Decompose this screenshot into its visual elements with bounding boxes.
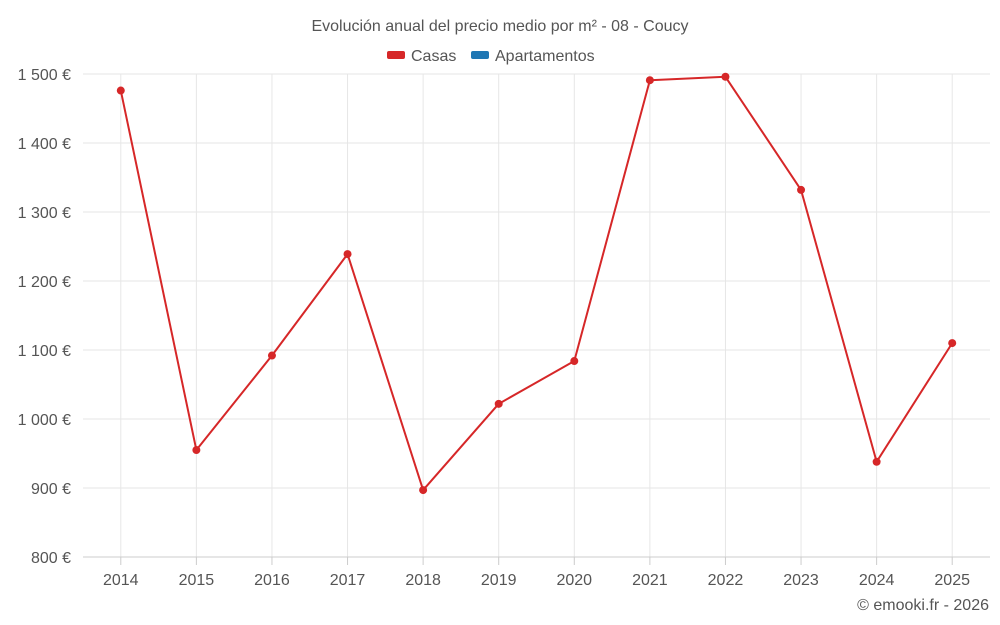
chart-title: Evolución anual del precio medio por m² … [311, 18, 688, 35]
x-tick-label: 2015 [179, 572, 215, 589]
y-tick-label: 1 000 € [18, 412, 71, 429]
y-tick-label: 900 € [31, 481, 71, 498]
y-tick-label: 1 200 € [18, 274, 71, 291]
data-point-2016[interactable] [267, 351, 276, 360]
y-tick-label: 1 100 € [18, 343, 71, 360]
data-point-2014[interactable] [116, 86, 125, 95]
x-tick-label: 2018 [405, 572, 441, 589]
x-tick-label: 2023 [783, 572, 819, 589]
y-tick-label: 800 € [31, 550, 71, 567]
legend: Casas Apartamentos [387, 48, 595, 65]
series-casas [116, 72, 957, 495]
data-point-2020[interactable] [570, 357, 579, 366]
x-tick-label: 2022 [708, 572, 744, 589]
x-tick-label: 2016 [254, 572, 290, 589]
x-tick-label: 2017 [330, 572, 366, 589]
x-gridlines [120, 74, 953, 565]
x-axis-ticks: 2014 2015 2016 2017 2018 2019 2020 2021 2022 2023… [103, 572, 970, 589]
data-point-2023[interactable] [797, 185, 806, 194]
y-tick-label: 1 400 € [18, 136, 71, 153]
x-tick-label: 2024 [859, 572, 895, 589]
x-tick-label: 2021 [632, 572, 668, 589]
data-point-2025[interactable] [948, 339, 957, 348]
x-tick-label: 2019 [481, 572, 517, 589]
data-point-2019[interactable] [494, 399, 503, 408]
y-axis-ticks: 800 € 900 € 1 000 € 1 100 € 1 200 € 1 300 € 1 … [18, 67, 71, 567]
data-point-2017[interactable] [343, 250, 352, 259]
x-tick-label: 2014 [103, 572, 139, 589]
series-line-casas [119, 75, 954, 492]
credit-text: © emooki.fr - 2026 [857, 597, 989, 614]
x-tick-label: 2025 [934, 572, 970, 589]
data-point-2018[interactable] [419, 486, 428, 495]
x-tick-label: 2020 [556, 572, 592, 589]
legend-swatch-apartamentos [471, 51, 489, 59]
y-tick-label: 1 300 € [18, 205, 71, 222]
data-point-2022[interactable] [721, 72, 730, 81]
data-point-2015[interactable] [192, 446, 201, 455]
legend-label-apartamentos[interactable]: Apartamentos [495, 48, 595, 65]
data-point-2021[interactable] [645, 76, 654, 85]
legend-swatch-casas [387, 51, 405, 59]
y-tick-label: 1 500 € [18, 67, 71, 84]
y-gridlines [83, 73, 990, 489]
legend-label-casas[interactable]: Casas [411, 48, 456, 65]
data-point-2024[interactable] [872, 457, 881, 466]
